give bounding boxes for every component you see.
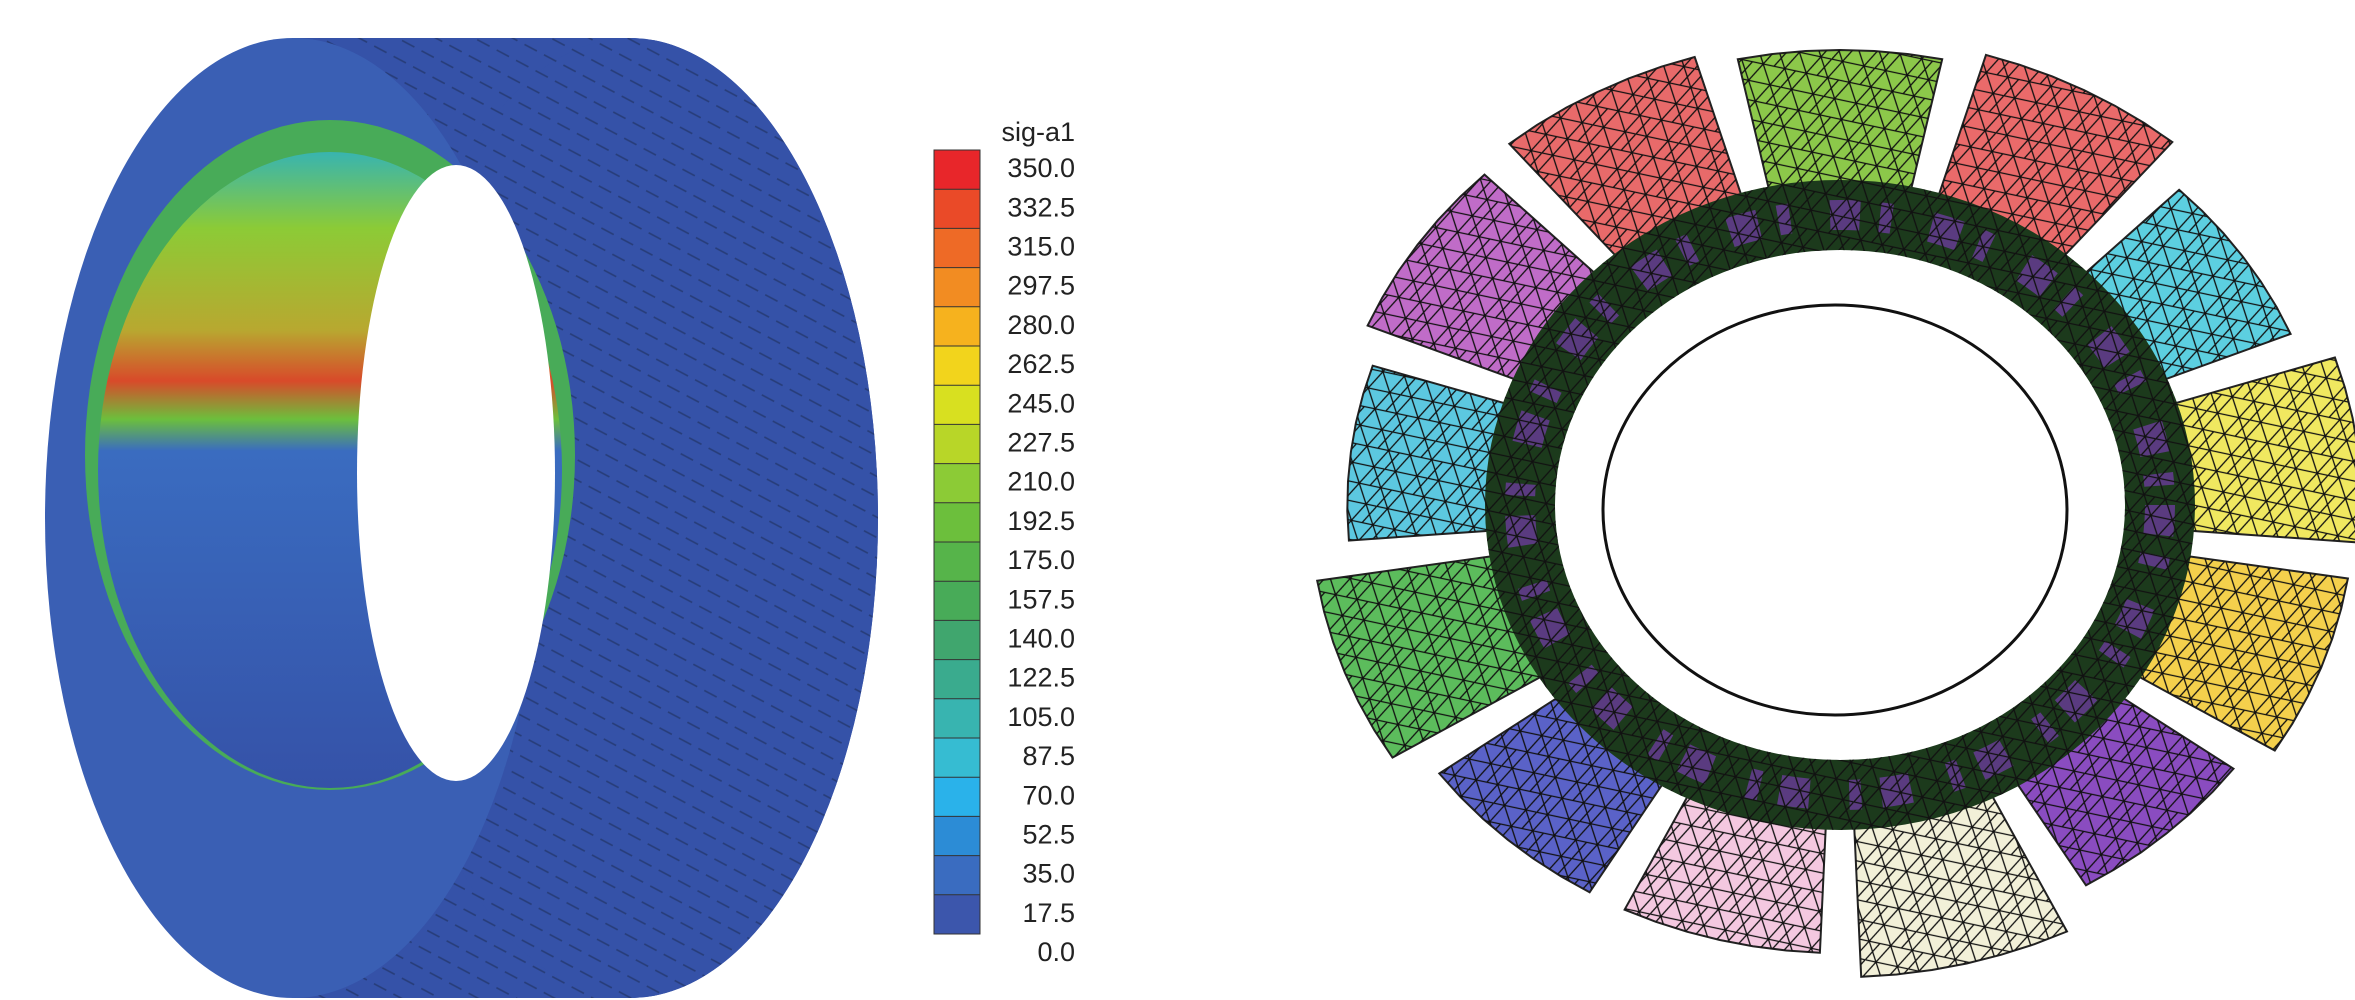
legend-label: 280.0	[1007, 310, 1075, 340]
legend-label: 297.5	[1007, 271, 1075, 301]
legend-swatch	[934, 268, 980, 308]
legend-swatch	[934, 307, 980, 347]
figure: sig-a1 350.0 332.5 315.0 297.5 280.0 262.5 245.…	[0, 0, 2355, 1000]
legend-swatch	[934, 464, 980, 504]
legend-swatch	[934, 150, 980, 190]
legend-swatch	[934, 660, 980, 700]
stress-cylinder	[45, 38, 878, 998]
legend-label: 35.0	[1022, 859, 1075, 889]
legend-swatch	[934, 424, 980, 464]
legend-label: 332.5	[1007, 192, 1075, 222]
legend-label: 350.0	[1007, 153, 1075, 183]
legend-label: 175.0	[1007, 545, 1075, 575]
legend-label: 122.5	[1007, 663, 1075, 693]
hole	[1603, 305, 2067, 715]
legend-label: 262.5	[1007, 349, 1075, 379]
legend-title: sig-a1	[1001, 117, 1075, 147]
legend-label: 87.5	[1022, 741, 1075, 771]
fractured-ring	[1317, 50, 2355, 977]
legend-swatch	[934, 228, 980, 268]
legend-label: 52.5	[1022, 820, 1075, 850]
legend-swatch	[934, 816, 980, 856]
color-legend: sig-a1 350.0 332.5 315.0 297.5 280.0 262.5 245.…	[934, 117, 1075, 967]
legend-label: 70.0	[1022, 780, 1075, 810]
legend-label: 105.0	[1007, 702, 1075, 732]
legend-label: 140.0	[1007, 624, 1075, 654]
legend-swatch	[934, 620, 980, 660]
legend-label: 17.5	[1022, 898, 1075, 928]
legend-label: 210.0	[1007, 467, 1075, 497]
legend-swatch	[934, 346, 980, 386]
legend-swatch	[934, 189, 980, 229]
legend-label: 157.5	[1007, 584, 1075, 614]
fragment-mesh	[2169, 358, 2355, 543]
legend-swatch	[934, 503, 980, 543]
legend-label: 0.0	[1037, 937, 1075, 967]
legend-swatch	[934, 542, 980, 582]
legend-swatch	[934, 895, 980, 935]
legend-swatch	[934, 738, 980, 778]
legend-label: 315.0	[1007, 232, 1075, 262]
legend-label: 192.5	[1007, 506, 1075, 536]
legend-swatch	[934, 856, 980, 896]
legend-label: 227.5	[1007, 428, 1075, 458]
legend-swatch	[934, 385, 980, 425]
legend-swatch	[934, 777, 980, 817]
legend-swatch	[934, 699, 980, 739]
legend-swatch	[934, 581, 980, 621]
legend-label: 245.0	[1007, 388, 1075, 418]
fragment-mesh	[1738, 50, 1942, 196]
